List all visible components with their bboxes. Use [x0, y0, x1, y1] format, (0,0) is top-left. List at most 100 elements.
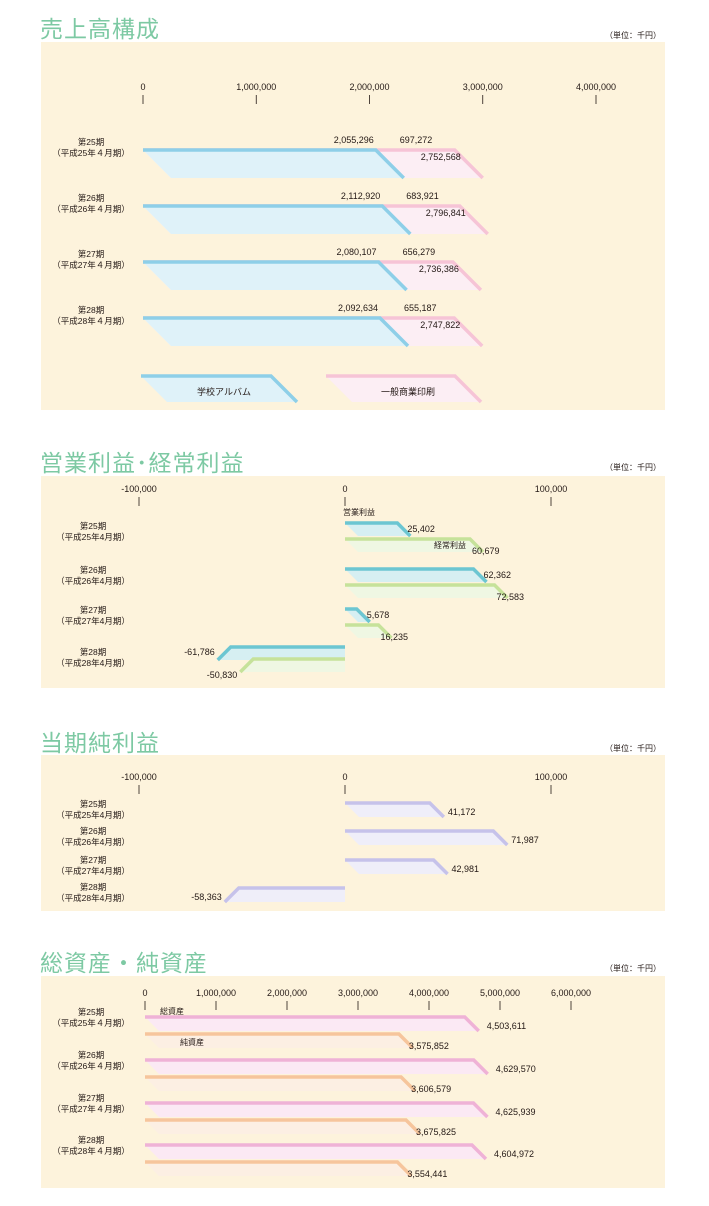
net-income-bar [345, 803, 444, 817]
legend-album-label: 学校アルバム [197, 386, 251, 397]
total-value-label: 2,796,841 [426, 208, 466, 218]
operating-bar-edge [216, 645, 345, 662]
total-value-label: 2,752,568 [421, 152, 461, 162]
assets-tick-label: 3,000,000 [338, 988, 378, 998]
net-category-label: 第28期 [80, 882, 106, 892]
album-value-label: 2,092,634 [338, 303, 378, 313]
total-assets-bar [145, 1145, 486, 1159]
general-value-label: 655,187 [404, 303, 437, 313]
net-assets-bar-edge [145, 1032, 415, 1050]
assets-category-sub: （平成25年４月期） [52, 1018, 129, 1028]
assets-category-sub: （平成26年４月期） [52, 1061, 129, 1071]
unit-label-profit: （単位：千円） [605, 463, 661, 472]
total-value-label: 2,747,822 [420, 320, 460, 330]
total-assets-bar [145, 1103, 488, 1117]
operating-bar [345, 523, 411, 536]
assets-category-sub: （平成28年４月期） [52, 1146, 129, 1156]
ordinary-value-label: -50,830 [207, 670, 238, 680]
ordinary-bar-edge [239, 657, 345, 674]
operating-value-label: -61,786 [184, 647, 215, 657]
assets-category-label: 第27期 [78, 1093, 104, 1103]
chart-title-net-income: 当期純利益 [40, 731, 160, 757]
unit-label-sales: （単位：千円） [605, 31, 661, 40]
sales-category-sub: （平成27年４月期） [52, 260, 129, 270]
net-tick-label: 0 [342, 772, 347, 782]
net-assets-bar-edge [145, 1160, 413, 1178]
net-income-value-label: 41,172 [448, 807, 476, 817]
net-income-value-label: 71,987 [511, 835, 539, 845]
album-value-label: 2,080,107 [337, 247, 377, 257]
net-category-sub: （平成25年4月期） [56, 810, 130, 820]
net-income-bar [345, 860, 448, 874]
ordinary-value-label: 60,679 [472, 546, 500, 556]
net-assets-bar [145, 1120, 420, 1134]
profit-tick-label: 0 [342, 484, 347, 494]
ordinary-value-label: 72,583 [497, 592, 525, 602]
operating-value-label: 5,678 [367, 610, 390, 620]
album-bar-edge [143, 260, 408, 292]
net-assets-value-label: 3,606,579 [411, 1084, 451, 1094]
sales-category-sub: （平成25年４月期） [52, 148, 129, 158]
profit-category-sub: （平成25年4月期） [56, 532, 130, 542]
assets-category-label: 第25期 [78, 1007, 104, 1017]
operating-value-label: 62,362 [483, 570, 511, 580]
assets-tick-label: 2,000,000 [267, 988, 307, 998]
album-value-label: 2,055,296 [334, 135, 374, 145]
net-income-bar [224, 888, 345, 902]
total-assets-value-label: 4,625,939 [495, 1107, 535, 1117]
net-income-bar-edge [345, 801, 446, 819]
ordinary-bar-edge [345, 537, 485, 554]
profit-category-label: 第27期 [80, 605, 106, 615]
legend-general-swatch [326, 376, 481, 402]
net-income-bar-edge [345, 858, 449, 876]
operating-series-label: 営業利益 [343, 507, 375, 517]
sales-tick-label: 2,000,000 [349, 82, 389, 92]
assets-category-label: 第28期 [78, 1135, 104, 1145]
net-assets-bar [145, 1077, 416, 1091]
net-income-bar-edge [223, 886, 345, 904]
total-assets-bar [145, 1017, 479, 1031]
net-assets-value-label: 3,554,441 [407, 1169, 447, 1179]
net-tick-label: -100,000 [121, 772, 157, 782]
ordinary-bar-edge [345, 623, 393, 640]
legend-album-swatch-edge [141, 374, 299, 404]
operating-bar-edge [345, 567, 488, 584]
net-assets-value-label: 3,675,825 [416, 1127, 456, 1137]
album-bar-edge [143, 316, 410, 348]
profit-category-sub: （平成26年4月期） [56, 576, 130, 586]
total-assets-bar-edge [145, 1101, 489, 1119]
sales-category-label: 第28期 [78, 305, 104, 315]
total-assets-value-label: 4,629,570 [496, 1064, 536, 1074]
album-bar [143, 262, 407, 290]
operating-bar [217, 647, 345, 660]
net-assets-bar [145, 1162, 412, 1176]
net-category-label: 第27期 [80, 855, 106, 865]
sales-tick-label: 1,000,000 [236, 82, 276, 92]
profit-category-sub: （平成28年4月期） [56, 658, 130, 668]
operating-bar-edge [345, 607, 371, 624]
ordinary-bar [240, 659, 345, 672]
net-income-bar [345, 831, 508, 845]
sales-tick-label: 0 [140, 82, 145, 92]
sales-category-label: 第26期 [78, 193, 104, 203]
ordinary-bar [345, 539, 483, 552]
ordinary-series-label: 経常利益 [434, 540, 466, 550]
net-category-label: 第26期 [80, 826, 106, 836]
legend-general-label: 一般商業印刷 [381, 386, 435, 397]
net-income-value-label: -58,363 [191, 892, 222, 902]
album-bar-edge [143, 148, 405, 180]
net-category-sub: （平成28年4月期） [56, 893, 130, 903]
operating-bar [345, 609, 370, 622]
total-assets-bar [145, 1060, 488, 1074]
sales-tick-label: 4,000,000 [576, 82, 616, 92]
net-assets-value-label: 3,575,852 [409, 1041, 449, 1051]
total-assets-bar-edge [145, 1058, 489, 1076]
net-assets-bar [145, 1034, 413, 1048]
sales-category-sub: （平成28年４月期） [52, 316, 129, 326]
ordinary-bar-edge [345, 583, 509, 600]
profit-category-label: 第25期 [80, 521, 106, 531]
net-income-value-label: 42,981 [452, 864, 480, 874]
album-bar [143, 318, 408, 346]
sales-category-sub: （平成26年４月期） [52, 204, 129, 214]
